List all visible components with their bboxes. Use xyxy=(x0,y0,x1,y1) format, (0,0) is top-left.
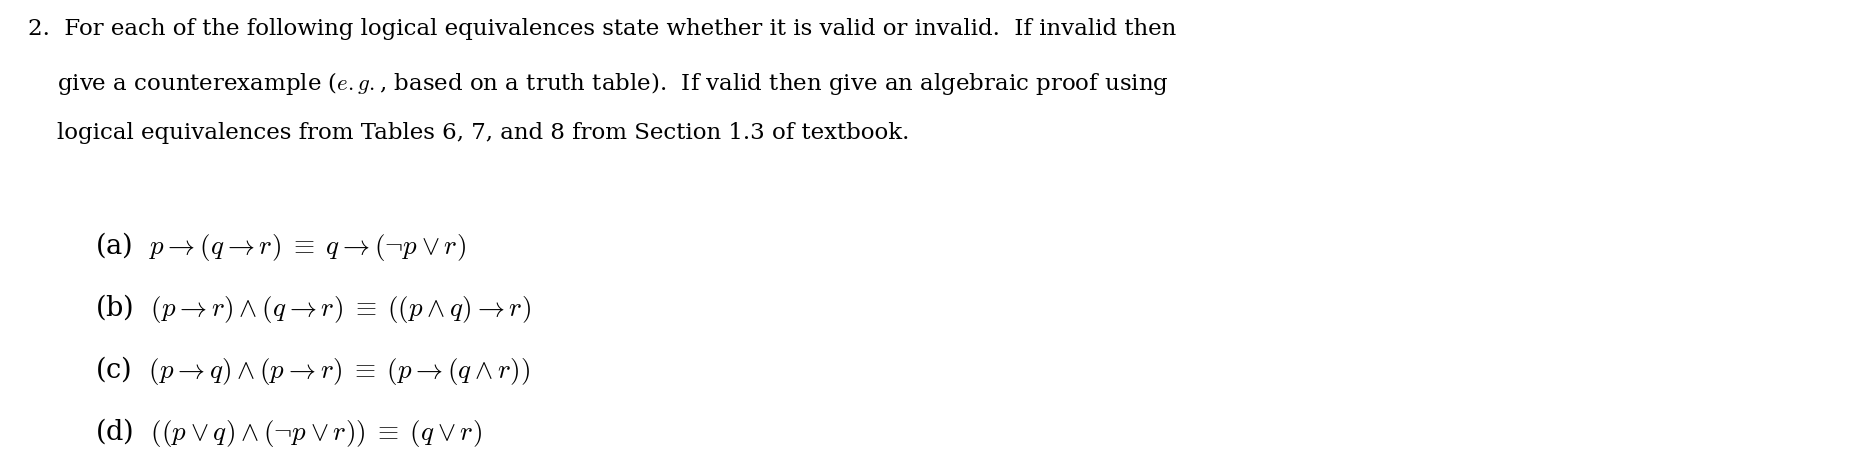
Text: logical equivalences from Tables 6, 7, and 8 from Section 1.3 of textbook.: logical equivalences from Tables 6, 7, a… xyxy=(28,122,909,144)
Text: (b)  $(p \rightarrow r) \wedge (q \rightarrow r) \; \equiv \; ((p \wedge q) \rig: (b) $(p \rightarrow r) \wedge (q \righta… xyxy=(95,292,531,325)
Text: (d)  $((p \vee q) \wedge (\neg p \vee r)) \; \equiv \; (q \vee r)$: (d) $((p \vee q) \wedge (\neg p \vee r))… xyxy=(95,416,482,449)
Text: 2.  For each of the following logical equivalences state whether it is valid or : 2. For each of the following logical equ… xyxy=(28,18,1176,40)
Text: give a counterexample ($e.g.$, based on a truth table).  If valid then give an a: give a counterexample ($e.g.$, based on … xyxy=(28,70,1169,97)
Text: (c)  $(p \rightarrow q) \wedge (p \rightarrow r) \; \equiv \; (p \rightarrow (q : (c) $(p \rightarrow q) \wedge (p \righta… xyxy=(95,354,531,387)
Text: (a)  $p \rightarrow (q \rightarrow r) \; \equiv \; q \rightarrow (\neg p \vee r): (a) $p \rightarrow (q \rightarrow r) \; … xyxy=(95,230,466,263)
